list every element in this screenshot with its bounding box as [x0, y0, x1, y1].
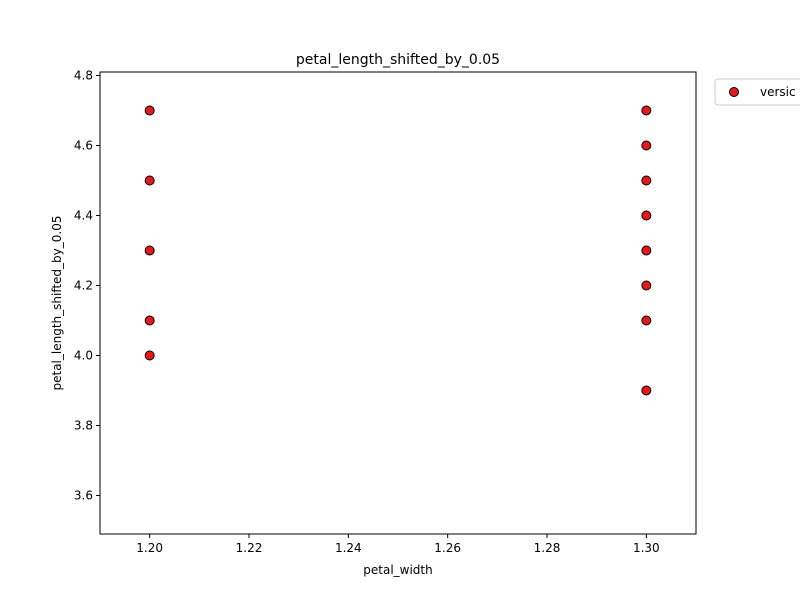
data-point	[641, 175, 652, 186]
data-point	[641, 105, 652, 116]
y-axis: 3.6 3.8 4.0 4.2 4.4 4.6 4.8	[74, 69, 100, 503]
x-axis: 1.20 1.22 1.24 1.26 1.28 1.30	[136, 534, 660, 555]
data-point	[641, 210, 652, 221]
data-point	[144, 315, 155, 326]
data-point	[641, 245, 652, 256]
data-point	[144, 245, 155, 256]
data-point	[641, 385, 652, 396]
legend-label-versic: versic	[760, 85, 796, 99]
data-point	[144, 350, 155, 361]
data-point	[641, 315, 652, 326]
legend-box	[714, 78, 800, 106]
x-tick-label: 1.22	[236, 541, 263, 555]
y-tick-label: 4.8	[74, 69, 93, 83]
x-tick-label: 1.30	[633, 541, 660, 555]
data-points	[144, 105, 652, 396]
data-point	[144, 175, 155, 186]
x-tick-label: 1.20	[136, 541, 163, 555]
y-tick-label: 4.4	[74, 209, 93, 223]
data-point	[641, 280, 652, 291]
x-tick-label: 1.28	[534, 541, 561, 555]
y-tick-label: 3.8	[74, 419, 93, 433]
plot-area	[99, 71, 697, 535]
legend-marker	[729, 87, 739, 97]
y-tick-label: 4.6	[74, 139, 93, 153]
data-point	[144, 105, 155, 116]
legend: versic	[714, 78, 800, 106]
data-point	[641, 140, 652, 151]
y-tick-label: 4.0	[74, 349, 93, 363]
y-tick-label: 3.6	[74, 489, 93, 503]
y-tick-label: 4.2	[74, 279, 93, 293]
x-tick-label: 1.26	[434, 541, 461, 555]
x-tick-label: 1.24	[335, 541, 362, 555]
x-axis-label: petal_width	[363, 563, 432, 577]
y-axis-label: petal_length_shifted_by_0.05	[50, 216, 64, 391]
chart-title: petal_length_shifted_by_0.05	[296, 52, 500, 68]
